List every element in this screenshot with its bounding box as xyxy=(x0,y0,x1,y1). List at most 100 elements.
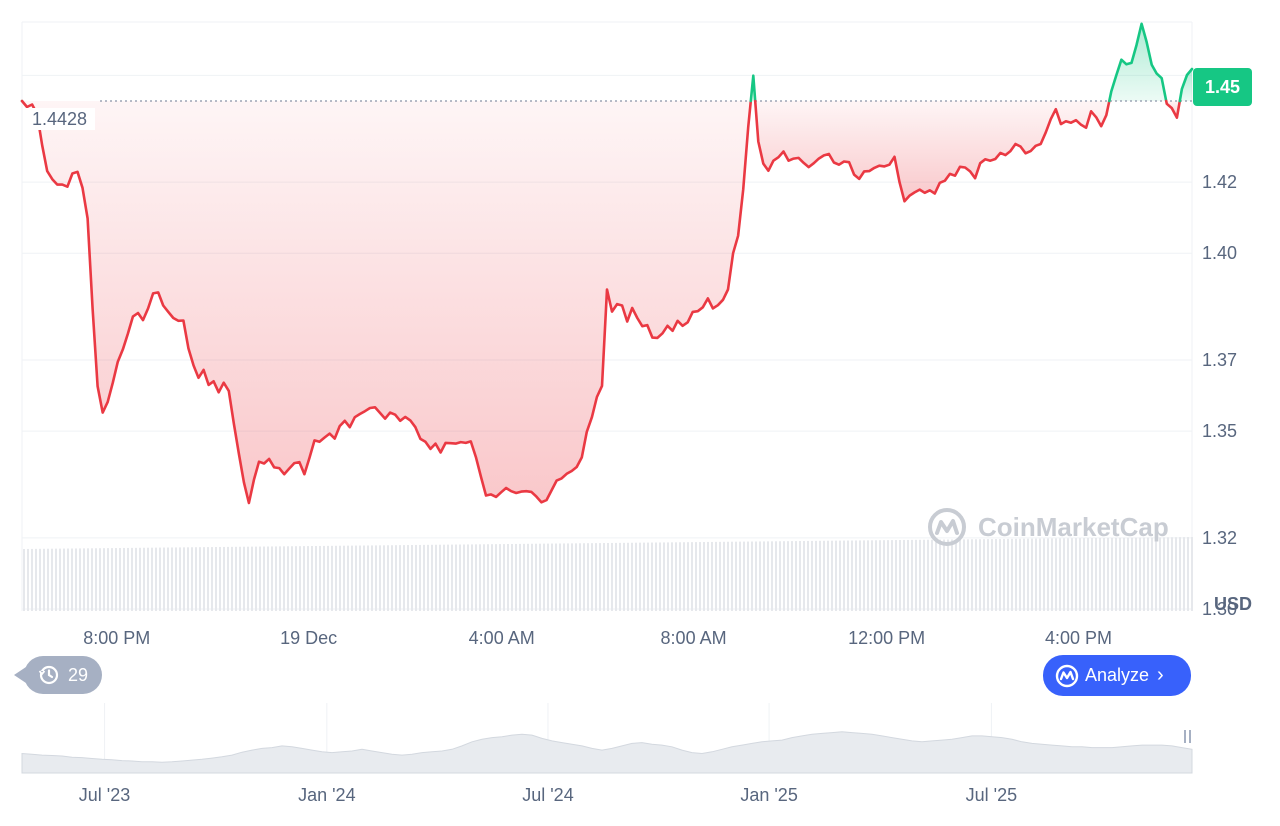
volume-bar xyxy=(947,539,949,611)
volume-bar xyxy=(1087,538,1089,611)
volume-bar xyxy=(179,547,181,611)
volume-bar xyxy=(843,540,845,611)
volume-bar xyxy=(935,539,937,611)
volume-bar xyxy=(655,542,657,611)
volume-bar xyxy=(1191,537,1193,611)
volume-bar xyxy=(63,548,65,611)
x-tick-label: 19 Dec xyxy=(280,628,337,648)
volume-bar xyxy=(967,539,969,611)
volume-bar xyxy=(435,544,437,611)
volume-bar xyxy=(307,546,309,611)
volume-bar xyxy=(263,546,265,611)
x-axis: 8:00 PM 19 Dec 4:00 AM 8:00 AM 12:00 PM 4:00 … xyxy=(83,628,1112,648)
volume-bar xyxy=(971,539,973,611)
volume-bar xyxy=(1079,538,1081,611)
volume-bar xyxy=(363,545,365,611)
volume-bar xyxy=(479,544,481,611)
volume-bar xyxy=(975,539,977,611)
volume-bar xyxy=(1151,537,1153,611)
volume-bar xyxy=(119,548,121,611)
currency-label: USD xyxy=(1214,594,1253,614)
volume-bar xyxy=(879,540,881,611)
volume-bar xyxy=(347,545,349,611)
price-line-down xyxy=(20,99,753,505)
volume-bar xyxy=(1167,537,1169,611)
volume-bar xyxy=(299,546,301,611)
volume-bar xyxy=(687,542,689,611)
volume-bar xyxy=(707,541,709,611)
volume-bar xyxy=(403,545,405,611)
volume-bar xyxy=(499,544,501,611)
volume-bar xyxy=(1047,538,1049,611)
volume-bar xyxy=(691,542,693,611)
volume-bar xyxy=(1127,537,1129,611)
volume-bar xyxy=(1035,538,1037,611)
x-tick-label: 4:00 AM xyxy=(469,628,535,648)
volume-bar xyxy=(847,540,849,611)
volume-bar xyxy=(559,543,561,611)
volume-bar xyxy=(1183,537,1185,611)
volume-bar xyxy=(75,548,77,611)
volume-bar xyxy=(1067,538,1069,611)
volume-bar xyxy=(659,542,661,611)
volume-bar xyxy=(311,546,313,611)
volume-bar xyxy=(743,541,745,611)
volume-bar xyxy=(351,545,353,611)
volume-bar xyxy=(859,540,861,611)
volume-bar xyxy=(727,541,729,611)
volume-bar xyxy=(807,540,809,611)
volume-bar xyxy=(35,548,37,611)
volume-bar xyxy=(135,547,137,611)
volume-bar xyxy=(699,542,701,611)
area-fill-down xyxy=(22,101,751,503)
watermark-text: CoinMarketCap xyxy=(978,511,1169,542)
volume-bar xyxy=(819,540,821,611)
volume-bar xyxy=(615,542,617,611)
volume-bar xyxy=(239,546,241,611)
reference-price-label: 1.4428 xyxy=(24,108,96,130)
pause-icon[interactable] xyxy=(1184,730,1192,743)
volume-bar xyxy=(99,548,101,611)
volume-bar xyxy=(195,547,197,611)
volume-bar xyxy=(1015,538,1017,611)
x-tick-label: 12:00 PM xyxy=(848,628,925,648)
volume-bar xyxy=(259,546,261,611)
volume-bar xyxy=(411,545,413,611)
volume-bar xyxy=(23,548,25,611)
analyze-button[interactable]: Analyze › xyxy=(1043,655,1191,696)
volume-bar xyxy=(107,548,109,611)
volume-bar xyxy=(159,547,161,611)
volume-bar xyxy=(771,541,773,611)
volume-bar xyxy=(667,542,669,611)
volume-bar xyxy=(795,541,797,611)
volume-bar xyxy=(211,547,213,611)
volume-bar xyxy=(1123,537,1125,611)
volume-bar xyxy=(1111,537,1113,611)
volume-bar xyxy=(123,547,125,611)
volume-bar xyxy=(603,543,605,611)
volume-bar xyxy=(651,542,653,611)
navigator-label: Jul '24 xyxy=(522,785,573,805)
volume-bar xyxy=(551,543,553,611)
volume-bar xyxy=(327,545,329,611)
volume-bar xyxy=(1055,538,1057,611)
price-line-up xyxy=(1108,22,1168,103)
volume-bar xyxy=(223,546,225,611)
volume-bar xyxy=(339,545,341,611)
volume-bar xyxy=(275,546,277,611)
volume-bar xyxy=(283,546,285,611)
volume-bar xyxy=(963,539,965,611)
range-navigator[interactable]: Jul '23 Jan '24 Jul '24 Jan '25 Jul '25 xyxy=(21,703,1193,805)
analyze-label: Analyze xyxy=(1085,665,1150,685)
volume-bar xyxy=(991,539,993,611)
volume-bar xyxy=(471,544,473,611)
volume-bar xyxy=(1039,538,1041,611)
volume-bar xyxy=(139,547,141,611)
volume-bar xyxy=(543,543,545,611)
chevron-right-icon: › xyxy=(1157,664,1164,686)
volume-bar xyxy=(247,546,249,611)
volume-bar xyxy=(791,541,793,611)
volume-bar xyxy=(575,543,577,611)
history-button[interactable]: 29 xyxy=(14,656,102,694)
